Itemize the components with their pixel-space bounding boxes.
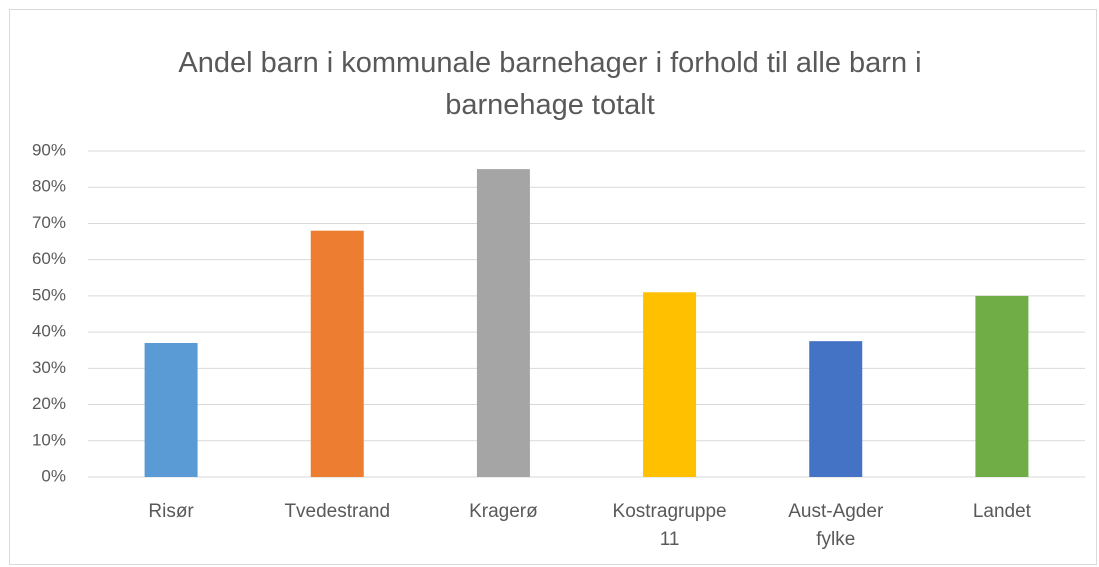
bar xyxy=(975,295,1029,477)
x-tick-label: Kostragruppe 11 xyxy=(612,501,727,550)
y-tick-label: 60% xyxy=(32,249,66,268)
bar xyxy=(144,342,198,477)
y-tick-label: 90% xyxy=(32,140,66,159)
y-tick-label: 70% xyxy=(32,213,66,232)
chart-frame xyxy=(9,9,1097,565)
y-tick-label: 0% xyxy=(41,466,66,485)
bar xyxy=(310,230,364,477)
bar xyxy=(476,169,530,477)
x-tick-label: Risør xyxy=(148,501,194,522)
y-tick-label: 20% xyxy=(32,394,66,413)
chart-title: Andel barn i kommunale barnehager i forh… xyxy=(178,47,922,121)
x-tick-label: Landet xyxy=(972,501,1031,522)
x-tick-label: Tvedestrand xyxy=(284,501,391,522)
y-tick-label: 80% xyxy=(32,177,66,196)
y-tick-label: 30% xyxy=(32,358,66,377)
y-tick-label: 40% xyxy=(32,322,66,341)
bar xyxy=(809,341,863,477)
x-tick-label: Aust-Agder fylke xyxy=(788,501,884,550)
bar xyxy=(643,292,697,477)
x-tick-label: Kragerø xyxy=(469,501,538,522)
y-tick-label: 10% xyxy=(32,430,66,449)
y-tick-label: 50% xyxy=(32,285,66,304)
